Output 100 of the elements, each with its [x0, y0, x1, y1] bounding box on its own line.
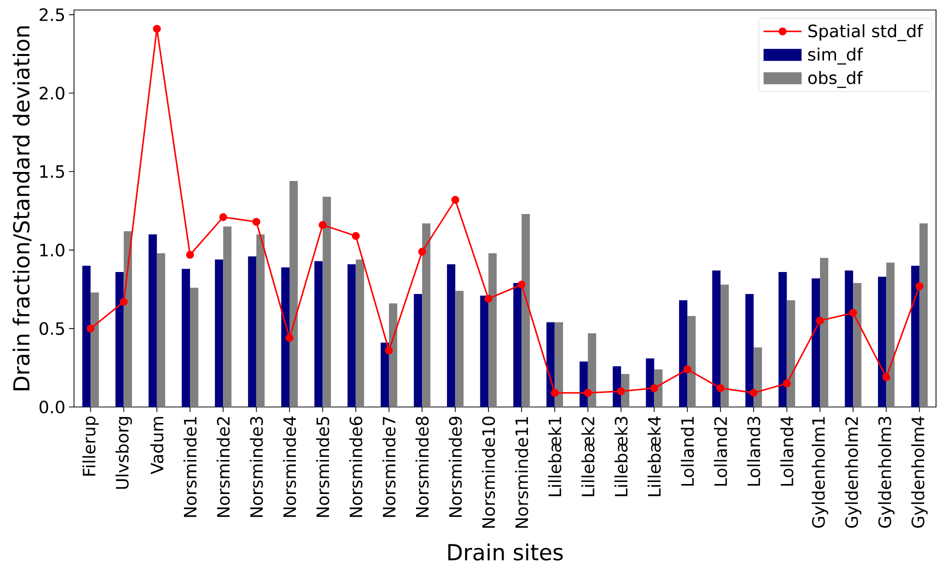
bar	[90, 292, 99, 407]
x-tick-label: Norsminde3	[250, 416, 263, 517]
legend-label: sim_df	[808, 48, 864, 65]
bar	[156, 253, 166, 407]
x-tick-label: Gyldenholm3	[878, 416, 894, 528]
bar	[878, 276, 886, 407]
point	[915, 282, 924, 290]
bar	[223, 226, 232, 407]
bar	[522, 214, 530, 407]
point	[750, 388, 758, 397]
x-tick-label: Ulvsborg	[116, 417, 132, 489]
bar	[720, 284, 729, 407]
bar	[348, 264, 356, 407]
x-tick-label: Lolland3	[747, 416, 760, 486]
bar	[248, 256, 256, 407]
x-tick-label: Gyldenholm1	[812, 417, 828, 528]
bar	[886, 262, 895, 407]
point	[584, 388, 592, 397]
x-axis-title: Drain sites	[448, 543, 563, 561]
bar	[580, 361, 588, 407]
x-tick-label: Lolland1	[680, 417, 694, 486]
bar	[388, 303, 398, 407]
point	[186, 250, 194, 259]
x-tick-label: Norsminde8	[416, 416, 429, 517]
x-tick-label: Fillerup	[82, 416, 99, 476]
bar	[414, 294, 422, 407]
point	[617, 387, 625, 396]
bar	[911, 266, 920, 407]
bar	[853, 283, 862, 407]
point	[716, 384, 724, 392]
y-tick-label: 0.0	[40, 400, 64, 414]
bar	[422, 223, 430, 407]
x-tick-label: Norsminde5	[316, 417, 330, 517]
bar	[778, 272, 787, 407]
legend-label: obs_df	[808, 71, 863, 88]
bar	[214, 259, 224, 407]
x-tick-label: Norsminde7	[382, 416, 396, 517]
x-tick-label: Lolland2	[714, 417, 728, 486]
x-tick-label: Gyldenholm2	[844, 417, 862, 528]
bar	[754, 347, 762, 407]
bar	[488, 253, 497, 407]
point	[650, 384, 658, 392]
point	[318, 221, 327, 229]
bar	[588, 333, 596, 407]
x-tick-label: Lillebæk4	[648, 416, 661, 496]
y-tick-label: 1.5	[40, 165, 64, 178]
x-tick-label: Norsminde6	[349, 416, 362, 517]
x-tick-label: Norsminde11	[514, 417, 528, 528]
bar	[919, 223, 928, 407]
bar	[124, 231, 132, 407]
y-tick-label: 0.5	[40, 322, 64, 335]
point	[152, 24, 161, 33]
bar	[314, 261, 323, 407]
bar	[554, 322, 564, 407]
bar	[820, 258, 828, 407]
x-tick-label: Lillebæk3	[614, 416, 628, 496]
bar	[281, 267, 290, 407]
legend-label: Spatial std_df	[808, 24, 924, 42]
point	[418, 248, 426, 256]
x-tick-label: Lillebæk2	[581, 417, 594, 496]
point	[286, 334, 294, 342]
x-tick-label: Norsminde1	[183, 417, 197, 517]
bar	[687, 316, 696, 407]
y-tick-label: 1.0	[40, 244, 64, 257]
bar	[290, 181, 298, 407]
point	[782, 380, 791, 388]
x-tick-label: Vadum	[150, 416, 164, 474]
y-axis-title: Drain fraction/Standard deviation	[12, 26, 32, 390]
x-tick-label: Lillebæk1	[548, 417, 562, 496]
bar	[148, 234, 157, 407]
point	[882, 373, 890, 382]
x-tick-label: Norsminde9	[448, 416, 462, 517]
point	[816, 316, 824, 325]
point	[451, 196, 460, 204]
point	[484, 294, 492, 303]
bar	[786, 300, 796, 407]
y-tick-label: 2.0	[40, 86, 64, 100]
x-tick-label: Lolland4	[780, 416, 794, 486]
bar	[745, 294, 754, 407]
x-tick-label: Norsminde2	[216, 417, 230, 517]
point	[683, 365, 692, 374]
bar	[256, 234, 265, 407]
point	[518, 280, 526, 289]
bar	[115, 272, 124, 407]
bar	[446, 264, 456, 407]
bar	[513, 283, 522, 407]
bar	[190, 288, 198, 407]
point	[219, 213, 228, 222]
bar	[322, 196, 331, 407]
point	[252, 218, 260, 226]
x-tick-label: Norsminde10	[482, 416, 495, 528]
point	[550, 388, 559, 397]
bar	[480, 296, 488, 407]
point	[120, 298, 128, 306]
bar	[712, 270, 721, 407]
point	[385, 346, 393, 354]
bar	[82, 266, 91, 407]
bar	[812, 278, 820, 407]
point	[849, 308, 858, 317]
x-tick-label: Gyldenholm4	[911, 416, 928, 528]
